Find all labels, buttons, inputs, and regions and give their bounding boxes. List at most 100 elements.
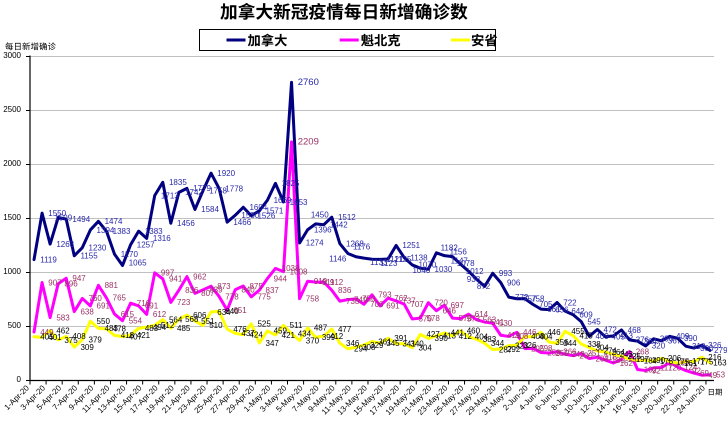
svg-text:1138: 1138 bbox=[410, 253, 428, 262]
svg-text:1030: 1030 bbox=[435, 265, 453, 274]
svg-text:642: 642 bbox=[571, 307, 585, 316]
svg-text:446: 446 bbox=[547, 328, 561, 337]
svg-text:483: 483 bbox=[105, 324, 119, 333]
svg-text:184: 184 bbox=[644, 356, 658, 365]
svg-text:691: 691 bbox=[97, 302, 111, 311]
svg-text:1257: 1257 bbox=[137, 241, 155, 250]
svg-text:255: 255 bbox=[555, 349, 569, 358]
svg-text:912: 912 bbox=[330, 278, 344, 287]
svg-text:251: 251 bbox=[587, 349, 601, 358]
svg-text:578: 578 bbox=[426, 314, 440, 323]
svg-text:1040: 1040 bbox=[412, 266, 430, 275]
svg-text:308: 308 bbox=[362, 343, 376, 352]
svg-text:408: 408 bbox=[72, 332, 86, 341]
svg-text:487: 487 bbox=[314, 324, 328, 333]
svg-text:570: 570 bbox=[418, 315, 432, 324]
svg-text:300: 300 bbox=[700, 344, 714, 353]
svg-text:563: 563 bbox=[483, 316, 497, 325]
svg-text:896: 896 bbox=[64, 280, 78, 289]
svg-text:259: 259 bbox=[547, 348, 561, 357]
svg-text:298: 298 bbox=[539, 344, 553, 353]
svg-text:427: 427 bbox=[426, 330, 440, 339]
svg-text:1778: 1778 bbox=[225, 184, 243, 193]
svg-text:840: 840 bbox=[241, 286, 255, 295]
svg-text:441: 441 bbox=[451, 329, 465, 338]
svg-text:274: 274 bbox=[604, 347, 618, 356]
svg-text:1571: 1571 bbox=[266, 207, 284, 216]
svg-text:2000: 2000 bbox=[3, 159, 21, 168]
svg-text:161: 161 bbox=[684, 359, 698, 368]
svg-text:485: 485 bbox=[177, 324, 191, 333]
svg-text:1466: 1466 bbox=[233, 218, 251, 227]
svg-text:329: 329 bbox=[370, 341, 384, 350]
svg-text:873: 873 bbox=[217, 282, 231, 291]
svg-text:3000: 3000 bbox=[3, 51, 21, 60]
svg-text:243: 243 bbox=[620, 350, 634, 359]
svg-text:361: 361 bbox=[378, 337, 392, 346]
svg-text:807: 807 bbox=[201, 289, 215, 298]
svg-text:92: 92 bbox=[652, 366, 661, 375]
svg-text:412: 412 bbox=[459, 332, 473, 341]
svg-text:875: 875 bbox=[249, 282, 263, 291]
svg-text:656: 656 bbox=[555, 305, 569, 314]
svg-text:117: 117 bbox=[660, 364, 673, 373]
svg-text:705: 705 bbox=[539, 300, 553, 309]
svg-text:1494: 1494 bbox=[72, 215, 90, 224]
svg-text:530: 530 bbox=[499, 319, 513, 328]
svg-text:612: 612 bbox=[153, 310, 167, 319]
svg-text:614: 614 bbox=[475, 310, 489, 319]
svg-text:404: 404 bbox=[539, 333, 553, 342]
svg-text:723: 723 bbox=[177, 298, 191, 307]
svg-text:434: 434 bbox=[298, 329, 312, 338]
svg-text:287: 287 bbox=[499, 345, 513, 354]
svg-text:1147: 1147 bbox=[451, 256, 469, 265]
svg-text:424: 424 bbox=[249, 331, 263, 340]
svg-text:419: 419 bbox=[507, 331, 521, 340]
svg-text:881: 881 bbox=[105, 281, 119, 290]
svg-text:697: 697 bbox=[451, 301, 465, 310]
svg-text:341: 341 bbox=[402, 339, 416, 348]
svg-text:415: 415 bbox=[579, 331, 593, 340]
svg-text:483: 483 bbox=[145, 324, 159, 333]
svg-text:124: 124 bbox=[684, 363, 698, 372]
svg-text:691: 691 bbox=[145, 302, 159, 311]
svg-text:500: 500 bbox=[8, 321, 22, 330]
svg-text:413: 413 bbox=[443, 332, 457, 341]
svg-text:716: 716 bbox=[137, 299, 151, 308]
svg-text:203: 203 bbox=[595, 354, 609, 363]
svg-text:944: 944 bbox=[274, 274, 288, 283]
svg-text:1133: 1133 bbox=[370, 258, 388, 267]
svg-text:375: 375 bbox=[64, 336, 78, 345]
svg-text:206: 206 bbox=[668, 354, 682, 363]
svg-text:1653: 1653 bbox=[290, 198, 308, 207]
svg-text:162: 162 bbox=[620, 359, 634, 368]
svg-text:346: 346 bbox=[346, 339, 360, 348]
svg-text:551: 551 bbox=[201, 317, 215, 326]
svg-text:175: 175 bbox=[700, 357, 714, 366]
svg-text:836: 836 bbox=[338, 286, 352, 295]
svg-text:1920: 1920 bbox=[217, 169, 235, 178]
svg-text:338: 338 bbox=[587, 340, 601, 349]
svg-text:177: 177 bbox=[692, 357, 706, 366]
svg-text:2500: 2500 bbox=[3, 105, 21, 114]
svg-text:1450: 1450 bbox=[311, 211, 329, 220]
svg-text:304: 304 bbox=[595, 343, 609, 352]
svg-text:344: 344 bbox=[563, 339, 577, 348]
svg-text:651: 651 bbox=[233, 306, 247, 315]
svg-text:1123: 1123 bbox=[380, 259, 398, 268]
svg-text:295: 295 bbox=[531, 344, 545, 353]
svg-text:264: 264 bbox=[612, 348, 626, 357]
svg-text:53: 53 bbox=[716, 371, 725, 380]
svg-text:189: 189 bbox=[612, 356, 626, 365]
svg-text:197: 197 bbox=[628, 355, 642, 364]
svg-text:421: 421 bbox=[137, 331, 151, 340]
svg-text:1779: 1779 bbox=[193, 184, 211, 193]
svg-text:765: 765 bbox=[113, 294, 127, 303]
svg-text:735: 735 bbox=[346, 297, 360, 306]
svg-text:399: 399 bbox=[322, 333, 336, 342]
svg-text:1065: 1065 bbox=[129, 258, 147, 267]
svg-text:1713: 1713 bbox=[161, 191, 179, 200]
svg-text:1121: 1121 bbox=[386, 255, 404, 264]
svg-text:1526: 1526 bbox=[257, 211, 275, 220]
svg-text:268: 268 bbox=[636, 347, 650, 356]
